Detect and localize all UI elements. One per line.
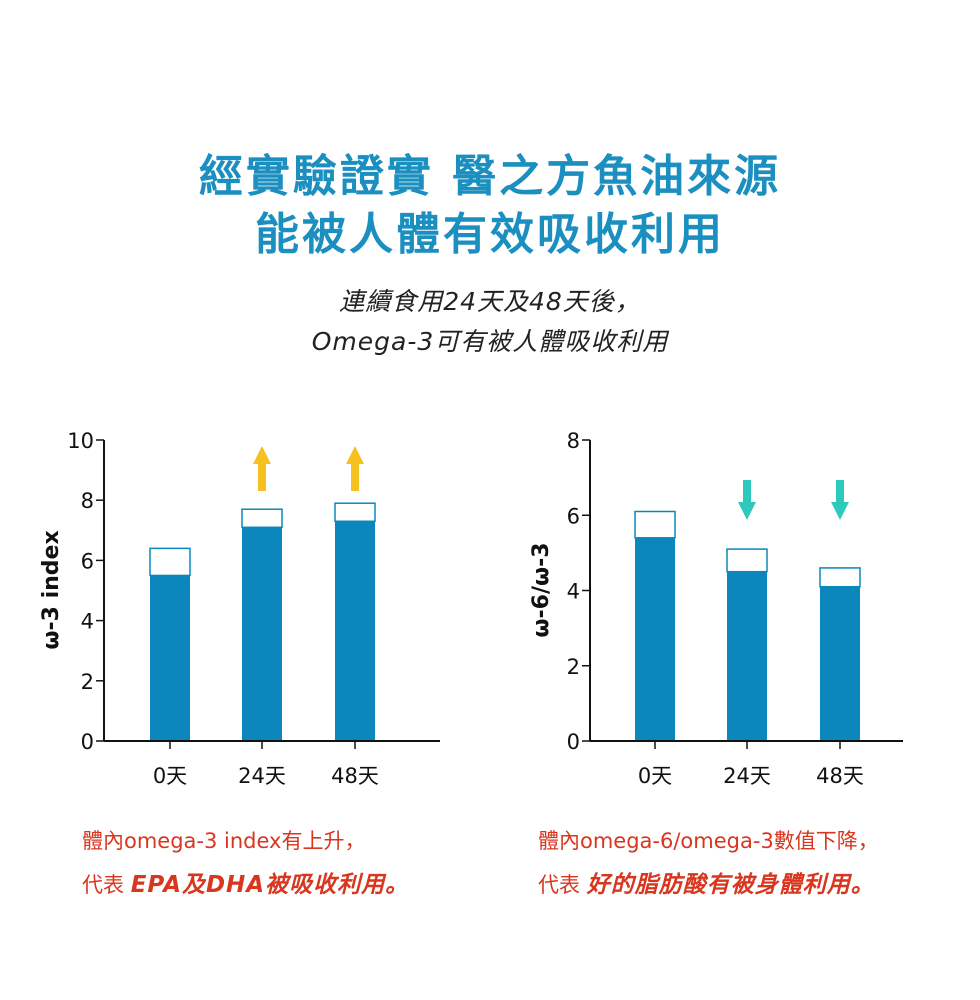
left-y-tick-label: 6 <box>81 549 94 573</box>
left-caption-prefix: 代表 <box>82 873 131 897</box>
right-bar-outline <box>726 548 768 573</box>
left-y-tick-label: 0 <box>81 730 94 754</box>
right-y-tick-label: 8 <box>567 429 580 453</box>
subtitle-line-1: 連續食用24天及48天後， <box>339 287 641 316</box>
left-bar-outline <box>241 508 283 529</box>
right-caption-emphasis: 好的脂肪酸有被身體利用。 <box>586 872 875 898</box>
left-y-tick-label: 10 <box>67 429 94 453</box>
right-bar-outline <box>634 510 676 539</box>
right-bar-fill <box>727 571 767 741</box>
left-bar-outline <box>334 502 376 523</box>
right-bar-fill <box>820 586 860 741</box>
left-bar-fill <box>150 575 190 741</box>
left-y-tick-label: 2 <box>81 670 94 694</box>
left-up-arrow-icon <box>253 446 271 491</box>
left-up-arrow-icon <box>346 446 364 491</box>
left-bar-outline <box>149 547 191 577</box>
left-y-tick-label: 8 <box>81 489 94 513</box>
right-caption-prefix: 代表 <box>538 873 587 897</box>
right-bar-outline <box>819 567 861 588</box>
right-x-tick-label: 48天 <box>816 764 864 788</box>
right-down-arrow-icon <box>831 480 849 520</box>
left-caption-line-2: 代表 EPA及DHA被吸收利用。 <box>82 865 409 899</box>
right-x-tick-label: 0天 <box>638 764 672 788</box>
right-y-tick-label: 0 <box>567 730 580 754</box>
right-caption-line-2: 代表 好的脂肪酸有被身體利用。 <box>538 865 875 899</box>
right-x-tick-label: 24天 <box>723 764 771 788</box>
right-y-tick-label: 6 <box>567 504 580 528</box>
right-bar-fill <box>635 537 675 741</box>
right-y-tick-label: 4 <box>567 580 580 604</box>
left-caption-line-1: 體內omega-3 index有上升， <box>82 829 366 853</box>
left-y-axis-label: ω-3 index <box>39 530 64 649</box>
left-caption-emphasis: EPA及DHA被吸收利用。 <box>130 872 410 898</box>
right-down-arrow-icon <box>738 480 756 520</box>
main-title-line-2: 能被人體有效吸收利用 <box>255 209 725 260</box>
left-bar-fill <box>335 521 375 741</box>
right-y-tick-label: 2 <box>567 655 580 679</box>
right-y-axis-label: ω-6/ω-3 <box>529 542 554 637</box>
subtitle-line-2: Omega-3可有被人體吸收利用 <box>311 327 669 356</box>
left-y-tick-label: 4 <box>81 610 94 634</box>
left-x-tick-label: 0天 <box>153 764 187 788</box>
left-bar-fill <box>242 527 282 741</box>
main-title-line-1: 經實驗證實 醫之方魚油來源 <box>198 151 782 202</box>
left-x-tick-label: 48天 <box>331 764 379 788</box>
left-x-tick-label: 24天 <box>238 764 286 788</box>
right-caption-line-1: 體內omega-6/omega-3數值下降， <box>538 829 879 853</box>
